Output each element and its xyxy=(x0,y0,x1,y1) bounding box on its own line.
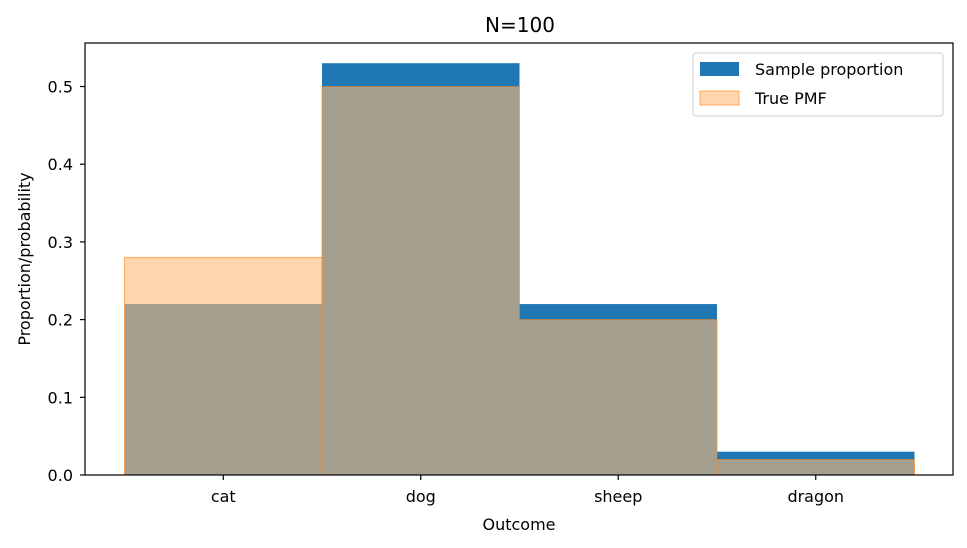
y-tick-label: 0.3 xyxy=(48,233,73,252)
x-tick-label-cat: cat xyxy=(211,487,236,506)
y-axis: 0.0 0.1 0.2 0.3 0.4 0.5 xyxy=(48,78,85,485)
y-tick-label: 0.1 xyxy=(48,388,73,407)
x-axis-label: Outcome xyxy=(482,515,555,534)
y-axis-label: Proportion/probability xyxy=(15,172,34,345)
legend-box xyxy=(692,52,944,117)
bar-true-pmf-sheep xyxy=(519,319,718,476)
plot-frame xyxy=(84,42,954,476)
x-tick-label-sheep: sheep xyxy=(594,487,642,506)
bars-layer xyxy=(124,63,915,476)
bar-true-pmf-dragon xyxy=(716,458,915,476)
legend-label-true-pmf: True PMF xyxy=(754,89,827,108)
bar-true-pmf-dog xyxy=(321,86,520,476)
legend-label-sample-proportion: Sample proportion xyxy=(755,60,903,79)
x-tick-label-dragon: dragon xyxy=(787,487,844,506)
y-tick-label: 0.2 xyxy=(48,311,73,330)
legend-swatch-sample-proportion xyxy=(700,62,739,76)
y-tick-label: 0.5 xyxy=(48,78,73,97)
y-tick-label: 0.0 xyxy=(48,466,73,485)
bar-true-pmf-cat xyxy=(124,256,323,476)
legend: Sample proportion True PMF xyxy=(692,52,944,117)
legend-swatch-true-pmf xyxy=(699,90,740,106)
y-tick-label: 0.4 xyxy=(48,155,73,174)
x-tick-label-dog: dog xyxy=(406,487,436,506)
chart-title: N=100 xyxy=(485,13,555,37)
x-axis: cat dog sheep dragon xyxy=(211,475,844,506)
